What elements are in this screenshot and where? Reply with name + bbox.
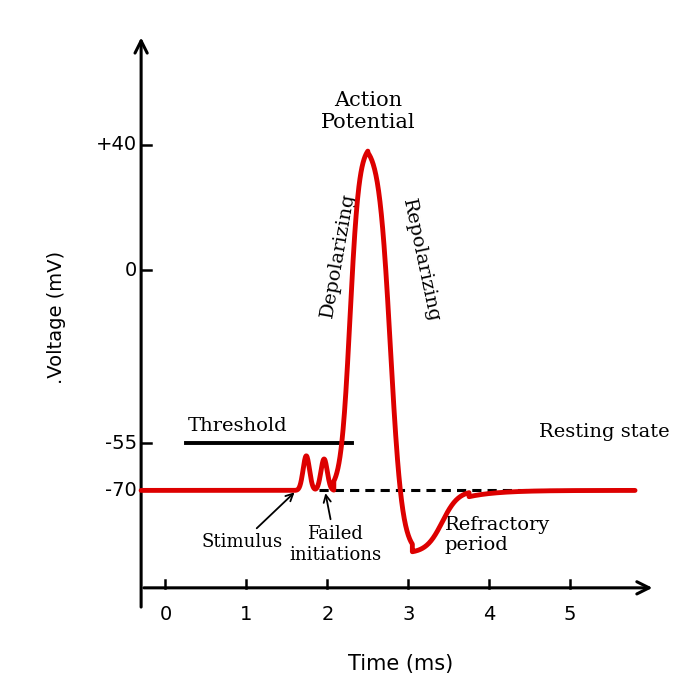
Text: 0: 0 xyxy=(160,605,171,624)
Text: 5: 5 xyxy=(564,605,577,624)
Text: Action
Potential: Action Potential xyxy=(321,91,415,132)
Text: 1: 1 xyxy=(240,605,253,624)
Text: 0: 0 xyxy=(125,261,137,280)
Text: -70: -70 xyxy=(105,481,137,500)
Text: 3: 3 xyxy=(402,605,414,624)
Text: Resting state: Resting state xyxy=(539,423,670,441)
Text: 2: 2 xyxy=(321,605,334,624)
Text: -55: -55 xyxy=(105,434,137,453)
Text: .Voltage (mV): .Voltage (mV) xyxy=(46,251,66,384)
Text: 4: 4 xyxy=(483,605,496,624)
Text: Stimulus: Stimulus xyxy=(202,493,293,551)
Text: Refractory
period: Refractory period xyxy=(445,516,550,554)
Text: Threshold: Threshold xyxy=(187,417,287,435)
Text: Repolarizing: Repolarizing xyxy=(399,198,443,324)
Text: Failed
initiations: Failed initiations xyxy=(289,495,382,563)
Text: +40: +40 xyxy=(96,135,137,154)
Text: Depolarizing: Depolarizing xyxy=(318,191,357,319)
Text: Time (ms): Time (ms) xyxy=(348,653,452,674)
